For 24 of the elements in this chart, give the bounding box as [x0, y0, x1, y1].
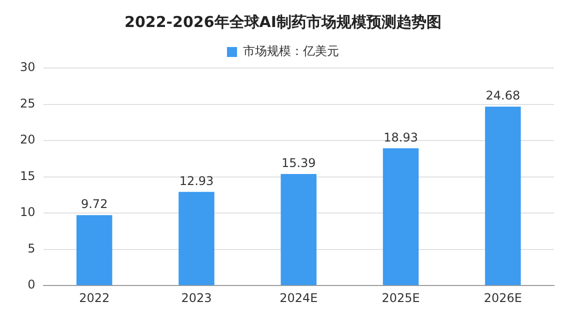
bar [178, 192, 214, 286]
x-tick-label: 2023 [181, 290, 212, 305]
data-label: 15.39 [281, 156, 316, 170]
y-tick-label: 5 [28, 241, 36, 256]
chart-title: 2022-2026年全球AI制药市场规模预测趋势图 [124, 12, 442, 31]
data-label: 9.72 [80, 197, 108, 212]
data-label: 12.93 [179, 174, 214, 188]
legend-label: 市场规模：亿美元 [243, 44, 339, 58]
y-tick-label: 30 [20, 60, 36, 74]
y-tick-label: 0 [28, 278, 36, 292]
bar [280, 174, 317, 286]
x-tick-label: 2022 [79, 290, 110, 305]
y-tick-label: 25 [20, 96, 36, 110]
y-tick-label: 15 [20, 168, 36, 183]
y-tick-label: 10 [20, 205, 36, 220]
data-label: 18.93 [384, 130, 418, 144]
x-tick-label: 2025E [382, 290, 420, 305]
y-tick-label: 20 [20, 132, 36, 147]
data-label: 24.68 [486, 88, 520, 103]
bar [76, 215, 112, 286]
bar [485, 106, 521, 286]
bar [382, 148, 419, 286]
x-tick-label: 2024E [280, 290, 318, 305]
x-tick-label: 2026E [484, 290, 522, 305]
